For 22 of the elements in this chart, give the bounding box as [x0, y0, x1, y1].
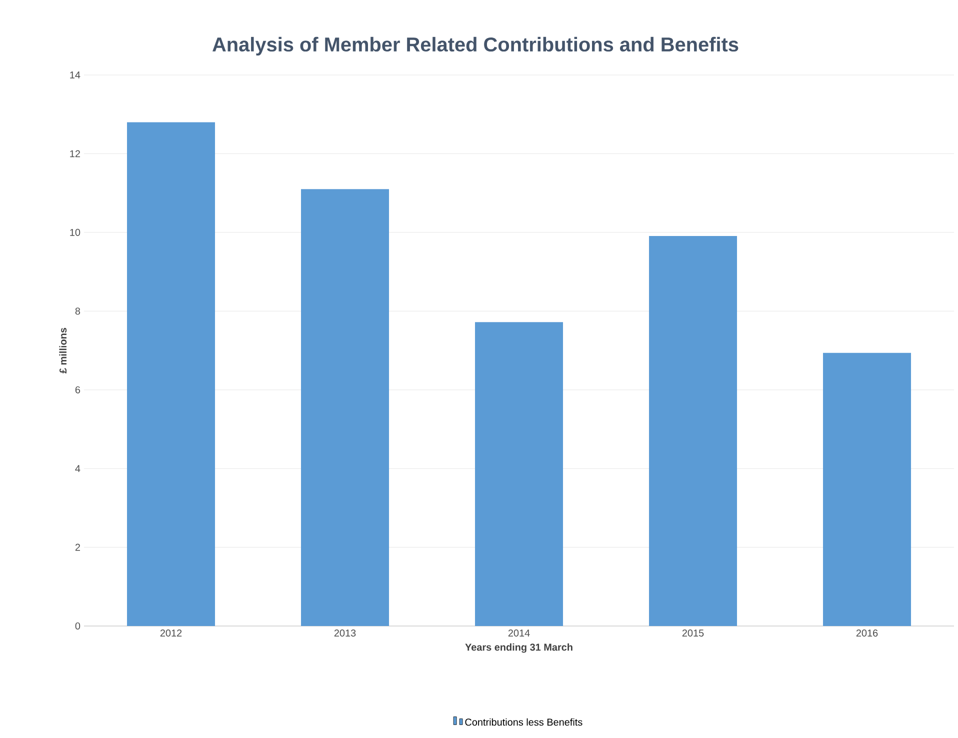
x-axis-title: Years ending 31 March: [465, 643, 572, 653]
x-tick-label: 2012: [160, 630, 182, 637]
y-tick-label: 4: [75, 465, 80, 472]
y-tick-label: 14: [70, 72, 80, 78]
y-tick-label: 10: [70, 228, 80, 236]
x-tick-label: 2016: [856, 630, 878, 637]
y-tick-label: 2: [75, 544, 80, 551]
bar: [301, 189, 390, 626]
y-tick-label: 12: [70, 150, 80, 158]
y-tick-label: 8: [75, 308, 80, 315]
bar: [649, 236, 738, 626]
y-axis-title: £ millions: [59, 328, 67, 374]
y-tick-label: 0: [75, 622, 80, 630]
x-tick-label: 2015: [682, 630, 704, 637]
x-tick-label: 2013: [334, 630, 356, 637]
y-tick-label: 6: [75, 386, 80, 394]
chart-title: Analysis of Member Related Contributions and Benefits: [212, 36, 738, 56]
bar: [127, 122, 215, 626]
legend-label: Contributions less Benefits: [465, 718, 582, 726]
x-tick-label: 2014: [508, 630, 530, 637]
bar: [475, 322, 564, 626]
bar: [823, 352, 912, 626]
